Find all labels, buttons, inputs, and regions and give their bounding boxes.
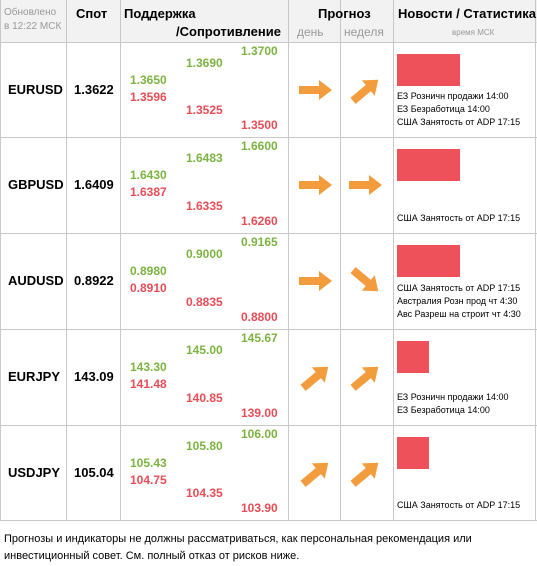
resistance3-value: 1.3500 <box>241 118 278 132</box>
updated-label: Обновлено в 12:22 МСК <box>4 7 62 32</box>
support2-value: 105.80 <box>186 439 223 453</box>
spot-value: 1.3622 <box>74 81 114 97</box>
resistance2-value: 0.8835 <box>186 295 223 309</box>
resistance1-value: 1.6387 <box>130 185 167 199</box>
resistance2-value: 1.3525 <box>186 103 223 117</box>
forecast-table: Обновлено в 12:22 МСК Спот Поддержка /Со… <box>0 0 537 521</box>
pair-label: EURUSD <box>8 81 63 97</box>
news-item: США Занятость от ADP 17:15 <box>397 283 521 293</box>
support1-value: 105.43 <box>130 455 167 470</box>
resistance3-value: 139.00 <box>241 406 278 420</box>
disclaimer: Прогнозы и индикаторы не должны рассматр… <box>4 533 472 562</box>
arrow-right-icon <box>299 270 333 297</box>
support1-value: 1.3650 <box>130 72 167 87</box>
support3-value: 1.3700 <box>241 44 278 58</box>
support2-value: 145.00 <box>186 343 223 357</box>
support2-value: 1.3690 <box>186 56 223 70</box>
arrow-down-right-icon <box>349 267 383 297</box>
news-item: США Занятость от ADP 17:15 <box>397 213 521 223</box>
pair-label: AUDUSD <box>8 273 64 288</box>
spot-header: Спот <box>76 6 108 21</box>
support-header: Поддержка <box>124 6 196 21</box>
arrow-right-icon <box>299 79 333 106</box>
resistance-header: /Сопротивление <box>176 24 281 39</box>
arrow-up-right-icon <box>299 462 333 489</box>
resistance3-value: 1.6260 <box>241 214 278 228</box>
pair-label: GBPUSD <box>8 177 64 192</box>
support3-value: 145.67 <box>241 331 278 345</box>
resistance2-value: 1.6335 <box>186 199 223 213</box>
news-item: ЕЗ Розничн продажи 14:00 <box>397 392 509 402</box>
support3-value: 1.6600 <box>241 139 278 153</box>
news-item: США Занятость от ADP 17:15 <box>397 117 521 127</box>
support3-value: 106.00 <box>241 427 278 441</box>
news-item: ЕЗ Безработица 14:00 <box>397 405 490 415</box>
resistance3-value: 103.90 <box>241 501 278 515</box>
resistance1-value: 104.75 <box>130 472 167 487</box>
week-header: неделя <box>344 25 384 39</box>
news-item: США Занятость от ADP 17:15 <box>397 500 521 510</box>
news-importance-bar <box>397 341 429 373</box>
news-importance-bar <box>397 149 460 181</box>
resistance2-value: 140.85 <box>186 391 223 405</box>
news-header: Новости / Статистика <box>398 6 537 21</box>
spot-value: 1.6409 <box>74 177 114 192</box>
time-note: время МСК <box>452 28 495 37</box>
arrow-up-right-icon <box>349 462 383 489</box>
resistance3-value: 0.8800 <box>241 310 278 324</box>
spot-value: 105.04 <box>74 464 114 480</box>
pair-label: EURJPY <box>8 369 61 384</box>
news-importance-bar <box>397 245 460 277</box>
news-importance-bar <box>397 437 429 469</box>
forecast-header: Прогноз <box>318 6 371 21</box>
support1-value: 143.30 <box>130 360 167 374</box>
resistance2-value: 104.35 <box>186 486 223 500</box>
resistance1-value: 1.3596 <box>130 89 167 104</box>
arrow-right-icon <box>349 174 383 201</box>
support1-value: 1.6430 <box>130 168 167 182</box>
arrow-up-right-icon <box>349 366 383 393</box>
resistance1-value: 141.48 <box>130 377 167 391</box>
spot-value: 0.8922 <box>74 273 114 288</box>
news-importance-bar <box>397 54 460 86</box>
support2-value: 1.6483 <box>186 151 223 165</box>
support2-value: 0.9000 <box>186 247 223 261</box>
news-item: Австралия Розн прод чт 4:30 <box>397 296 518 306</box>
spot-value: 143.09 <box>74 369 114 384</box>
resistance1-value: 0.8910 <box>130 281 167 295</box>
arrow-right-icon <box>299 174 333 201</box>
arrow-up-right-icon <box>349 79 383 106</box>
news-item: Авс Разреш на строит чт 4:30 <box>397 309 521 319</box>
day-header: день <box>297 25 324 39</box>
arrow-up-right-icon <box>299 366 333 393</box>
support3-value: 0.9165 <box>241 235 278 249</box>
news-item: ЕЗ Розничн продажи 14:00 <box>397 91 509 101</box>
pair-label: USDJPY <box>8 464 61 480</box>
support1-value: 0.8980 <box>130 264 167 278</box>
news-item: ЕЗ Безработица 14:00 <box>397 104 490 114</box>
